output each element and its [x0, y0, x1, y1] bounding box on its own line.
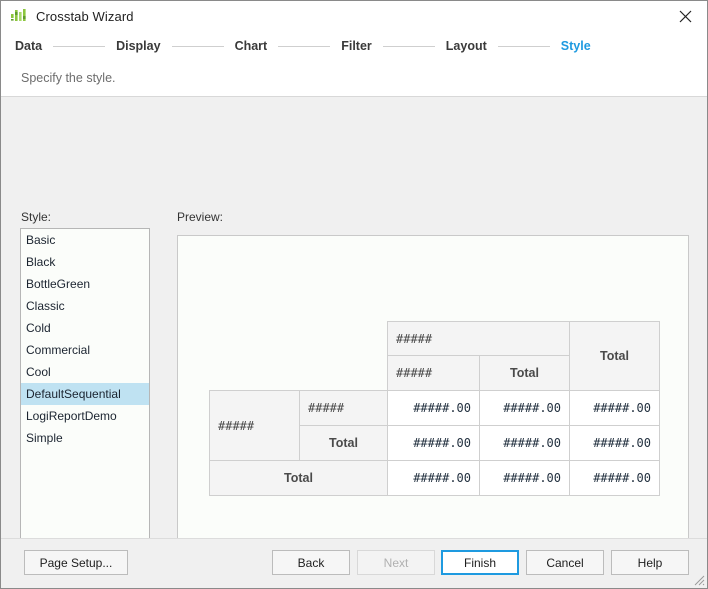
step-connector	[382, 45, 435, 47]
step-connector	[278, 45, 331, 47]
step-display[interactable]: Display	[116, 39, 161, 53]
title-bar: Crosstab Wizard	[1, 1, 707, 32]
column-group-header: #####	[387, 321, 570, 356]
step-data[interactable]: Data	[15, 39, 43, 53]
style-list-label: Style:	[21, 210, 52, 224]
preview-panel: ##### Total ##### Total ##### ##### ####…	[177, 235, 689, 587]
close-icon	[679, 10, 691, 23]
corner-blank-cell	[210, 322, 300, 356]
style-item-simple[interactable]: Simple	[26, 431, 63, 445]
row-sub-total-header: Total	[299, 425, 388, 461]
row-group-header: #####	[209, 390, 300, 461]
preview-label: Preview:	[177, 210, 224, 224]
data-cell: #####.00	[387, 425, 480, 461]
cancel-button[interactable]: Cancel	[526, 550, 604, 575]
step-filter[interactable]: Filter	[341, 39, 372, 53]
table-row: Total #####.00 #####.00 #####.00	[210, 425, 660, 461]
dialog-footer: Page Setup... Back Next Finish Cancel He…	[1, 538, 707, 588]
crosstab-preview-table: ##### Total ##### Total ##### ##### ####…	[209, 321, 660, 496]
style-item-bottlegreen[interactable]: BottleGreen	[26, 277, 91, 291]
step-style[interactable]: Style	[560, 39, 591, 53]
data-cell: #####.00	[479, 425, 570, 461]
data-cell: #####.00	[479, 460, 570, 496]
style-item-commercial[interactable]: Commercial	[26, 343, 91, 357]
bar-chart-icon	[11, 8, 26, 21]
table-row: Total #####.00 #####.00 #####.00	[209, 460, 660, 496]
data-cell: #####.00	[569, 425, 660, 461]
row-sub-header: #####	[299, 390, 388, 426]
corner-blank-cell	[210, 356, 300, 391]
column-sub-header: #####	[387, 355, 480, 391]
style-item-classic[interactable]: Classic	[26, 299, 65, 313]
column-sub-total-header: Total	[479, 355, 570, 391]
step-instruction: Specify the style.	[1, 60, 707, 97]
window-title: Crosstab Wizard	[36, 9, 134, 24]
corner-blank-cell	[300, 322, 388, 356]
table-row: ##### Total	[210, 321, 660, 391]
wizard-step-nav: Data Display Chart Filter Layout Style	[1, 32, 707, 60]
data-cell: #####.00	[569, 390, 660, 426]
step-chart[interactable]: Chart	[234, 39, 268, 53]
style-item-defaultsequential[interactable]: DefaultSequential	[21, 383, 149, 405]
step-connector	[53, 45, 106, 47]
style-list[interactable]: Basic Black BottleGreen Classic Cold Com…	[20, 228, 150, 586]
table-row: ##### ##### #####.00 #####.00 #####.00	[209, 390, 660, 461]
resize-grip-icon[interactable]	[693, 574, 705, 586]
table-row: ##### Total	[210, 355, 660, 391]
back-button[interactable]: Back	[272, 550, 350, 575]
step-connector	[497, 45, 550, 47]
data-cell: #####.00	[387, 390, 480, 426]
data-cell: #####.00	[569, 460, 660, 496]
style-item-cold[interactable]: Cold	[26, 321, 51, 335]
style-item-basic[interactable]: Basic	[26, 233, 56, 247]
page-setup-button[interactable]: Page Setup...	[24, 550, 128, 575]
style-item-logireportdemo[interactable]: LogiReportDemo	[26, 409, 117, 423]
help-button[interactable]: Help	[611, 550, 689, 575]
close-button[interactable]	[663, 1, 707, 32]
corner-blank-cell	[300, 356, 388, 391]
style-item-black[interactable]: Black	[26, 255, 56, 269]
step-connector	[171, 45, 224, 47]
row-grand-total-header: Total	[209, 460, 388, 496]
finish-button[interactable]: Finish	[441, 550, 519, 575]
step-layout[interactable]: Layout	[445, 39, 487, 53]
column-grand-total-header: Total	[569, 321, 660, 391]
style-item-cool[interactable]: Cool	[26, 365, 51, 379]
data-cell: #####.00	[387, 460, 480, 496]
wizard-body: Style: Basic Black BottleGreen Classic C…	[1, 97, 707, 587]
data-cell: #####.00	[479, 390, 570, 426]
next-button: Next	[357, 550, 435, 575]
